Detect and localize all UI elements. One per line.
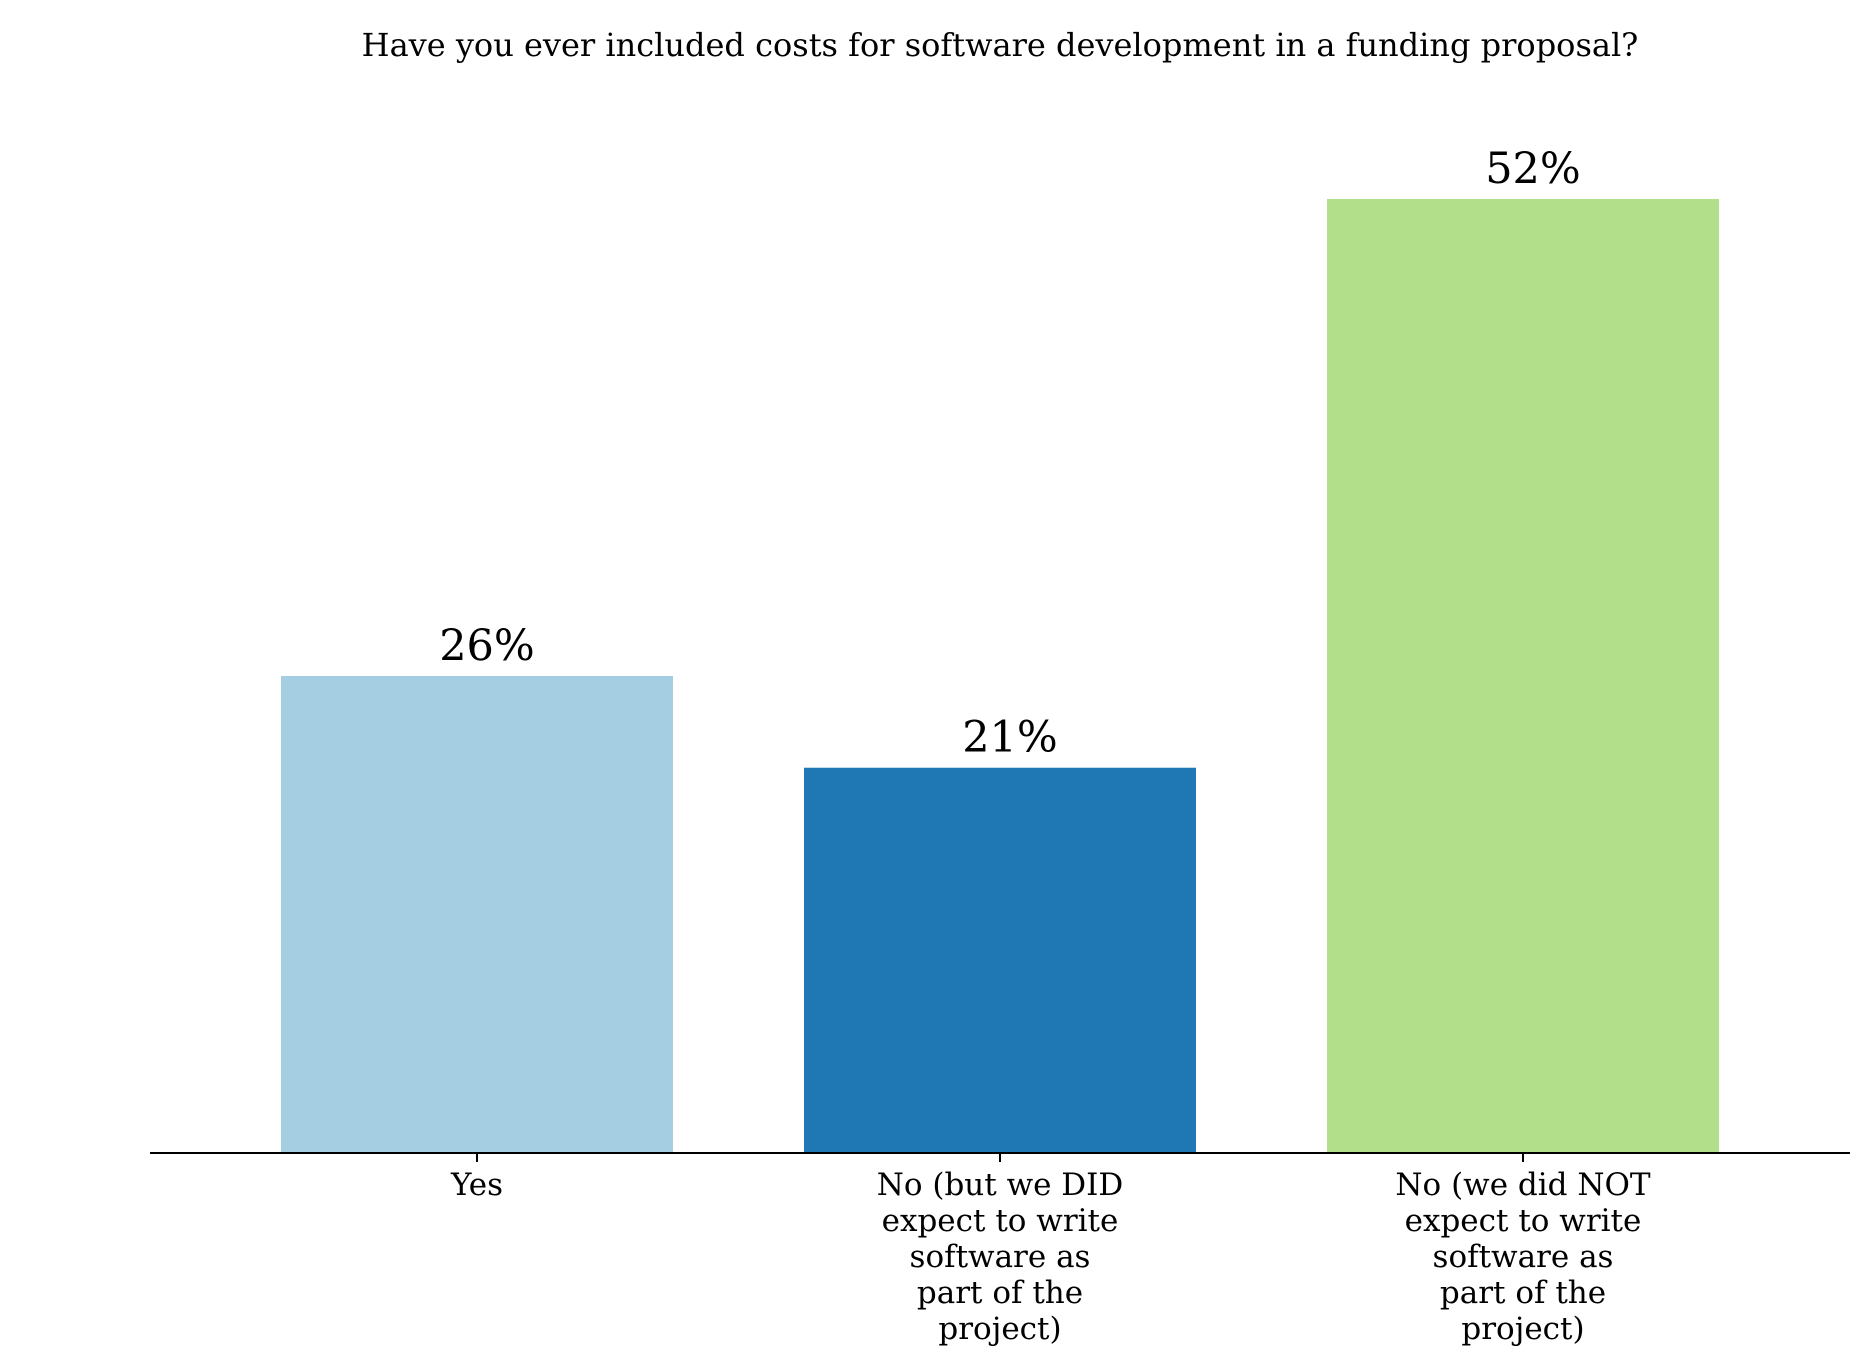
- bar-value-label-3: 52%: [1485, 144, 1581, 194]
- x-tick-label-line: No (but we DID: [877, 1167, 1124, 1203]
- x-tick-label-line: software as: [1433, 1239, 1614, 1275]
- chart-title: Have you ever included costs for softwar…: [362, 26, 1639, 64]
- bar-1: [281, 676, 673, 1153]
- x-tick-labels-group: Yes No (but we DID expect to write software…: [450, 1167, 1651, 1347]
- x-tick-label-line: project): [1461, 1311, 1584, 1347]
- value-labels-group: 26% 21% 52%: [439, 144, 1581, 763]
- bar-3: [1327, 199, 1719, 1153]
- x-tick-label-line: expect to write: [1405, 1203, 1642, 1239]
- bars-group: [281, 199, 1719, 1153]
- x-tick-label-line: part of the: [917, 1275, 1083, 1311]
- x-tick-label-line: part of the: [1440, 1275, 1606, 1311]
- x-tick-label-1: Yes: [450, 1167, 503, 1203]
- x-tick-label-line: expect to write: [882, 1203, 1119, 1239]
- x-tick-label-2: No (but we DID expect to write software as…: [877, 1167, 1124, 1347]
- x-tick-label-3: No (we did NOT expect to write software as…: [1395, 1167, 1650, 1347]
- x-ticks-group: [476, 1153, 1524, 1162]
- x-tick-label-line: software as: [910, 1239, 1091, 1275]
- bar-value-label-1: 26%: [439, 621, 535, 671]
- x-tick-label-line: No (we did NOT: [1395, 1167, 1650, 1203]
- bar-2: [804, 767, 1196, 1153]
- x-tick-label-line: project): [938, 1311, 1061, 1347]
- bar-value-label-2: 21%: [962, 713, 1058, 763]
- x-tick-label-line: Yes: [450, 1167, 503, 1203]
